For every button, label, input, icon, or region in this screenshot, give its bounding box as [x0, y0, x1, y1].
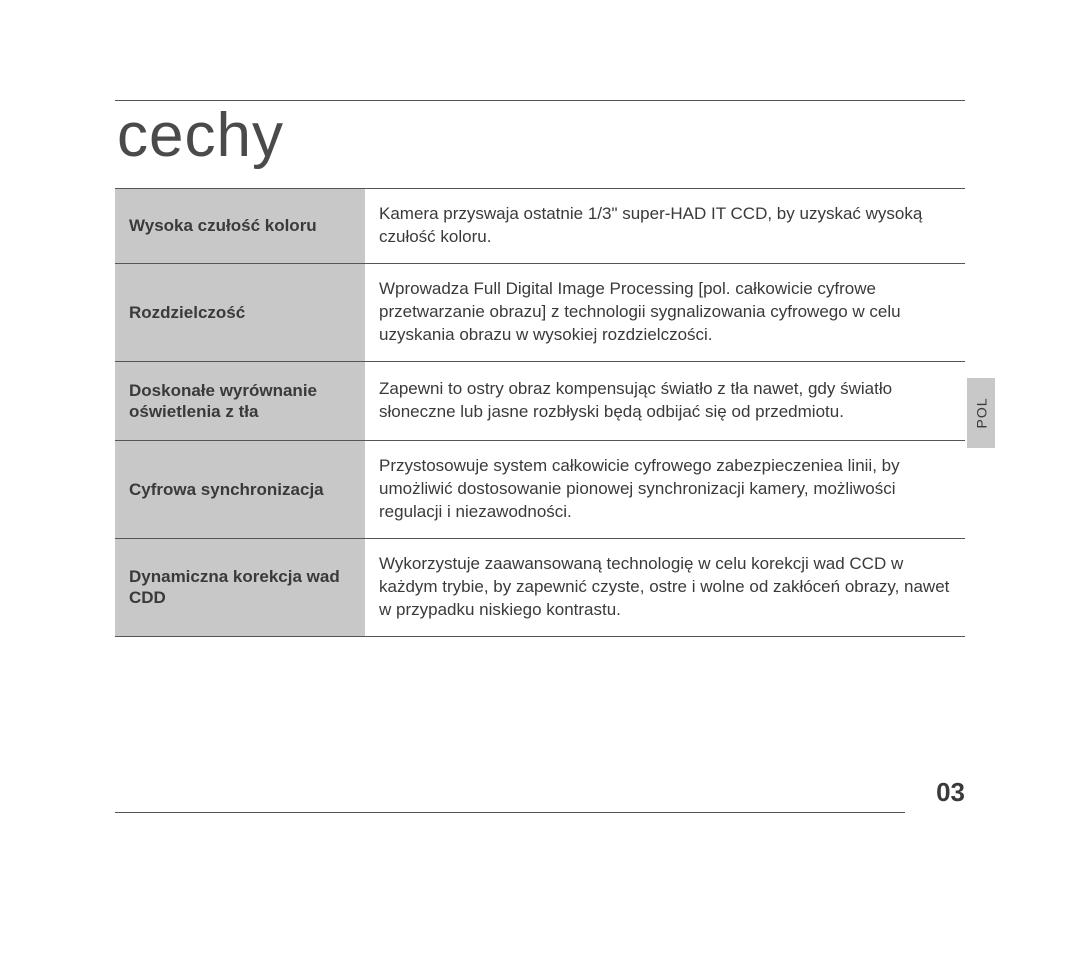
feature-label-cell: Dynamiczna korekcja wad CDD: [115, 539, 365, 636]
feature-label-cell: Rozdzielczość: [115, 264, 365, 361]
table-row: Wysoka czułość koloru Kamera przyswaja o…: [115, 189, 965, 264]
table-row: Rozdzielczość Wprowadza Full Digital Ima…: [115, 264, 965, 362]
feature-label-cell: Wysoka czułość koloru: [115, 189, 365, 263]
feature-label: Rozdzielczość: [129, 302, 245, 323]
feature-desc: Zapewni to ostry obraz kompensując świat…: [365, 362, 965, 441]
feature-label: Wysoka czułość koloru: [129, 215, 317, 236]
feature-desc: Przystosowuje system całkowicie cyfroweg…: [365, 441, 965, 538]
title-area: cechy: [115, 100, 965, 173]
feature-label: Dynamiczna korekcja wad CDD: [129, 566, 351, 609]
feature-label-cell: Cyfrowa synchronizacja: [115, 441, 365, 538]
table-row: Doskonałe wyrównanie oświetlenia z tła Z…: [115, 362, 965, 442]
feature-desc: Kamera przyswaja ostatnie 1/3" super-HAD…: [365, 189, 965, 263]
table-row: Dynamiczna korekcja wad CDD Wykorzystuje…: [115, 539, 965, 637]
document-page: cechy Wysoka czułość koloru Kamera przys…: [0, 0, 1080, 968]
page-number: 03: [936, 777, 965, 808]
page-title: cechy: [115, 100, 965, 171]
footer-rule: [115, 812, 905, 813]
title-rule: [115, 100, 965, 101]
feature-desc: Wprowadza Full Digital Image Processing …: [365, 264, 965, 361]
feature-label: Cyfrowa synchronizacja: [129, 479, 324, 500]
side-language-tab: POL: [967, 378, 995, 448]
table-row: Cyfrowa synchronizacja Przystosowuje sys…: [115, 441, 965, 539]
feature-label-cell: Doskonałe wyrównanie oświetlenia z tła: [115, 362, 365, 441]
feature-label: Doskonałe wyrównanie oświetlenia z tła: [129, 380, 351, 423]
side-language-label: POL: [973, 397, 989, 428]
feature-desc: Wykorzystuje zaawansowaną technologię w …: [365, 539, 965, 636]
features-table: Wysoka czułość koloru Kamera przyswaja o…: [115, 188, 965, 637]
